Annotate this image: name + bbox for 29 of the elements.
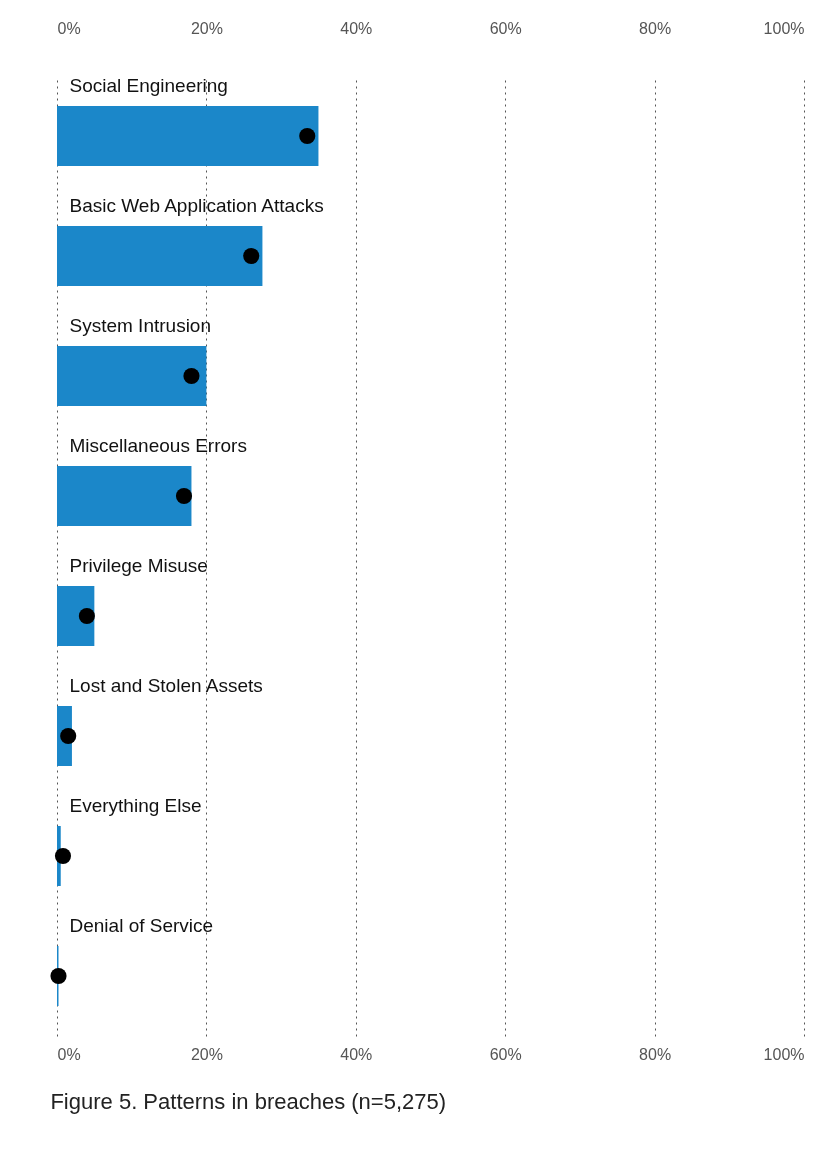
y-tick-label: Basic Web Application Attacks: [69, 195, 324, 216]
x-tick-label: 60%: [489, 19, 522, 37]
point: [243, 247, 260, 265]
x-tick-label: 20%: [190, 19, 223, 37]
point: [183, 367, 200, 385]
y-tick-label: Everything Else: [69, 795, 202, 816]
x2-tick-label: 60%: [489, 1045, 522, 1063]
x-tick-label: 80%: [639, 19, 672, 37]
text: Figure 5. Patterns in breaches (n=5,275): [50, 1089, 447, 1114]
point: [50, 967, 67, 985]
point: [60, 727, 77, 745]
y-tick-label: System Intrusion: [69, 315, 211, 336]
x-tick-label: 100%: [763, 19, 805, 37]
x-tick-label: 40%: [340, 19, 373, 37]
y-tick-label: Denial of Service: [69, 915, 214, 936]
point: [175, 487, 193, 505]
y-tick-label: Miscellaneous Errors: [69, 435, 247, 456]
point: [54, 847, 72, 865]
y-tick-label: Privilege Misuse: [69, 555, 208, 576]
point: [78, 607, 95, 625]
y-tick-label: Lost and Stolen Assets: [69, 675, 263, 696]
x2-tick-label: 0%: [57, 1045, 81, 1063]
point: [299, 127, 316, 145]
x2-tick-label: 40%: [340, 1045, 373, 1063]
x2-tick-label: 80%: [639, 1045, 672, 1063]
x2-tick-label: 20%: [190, 1045, 223, 1063]
x-tick-label: 0%: [57, 19, 81, 37]
x2-tick-label: 100%: [763, 1045, 805, 1063]
y-tick-label: Social Engineering: [69, 75, 228, 96]
